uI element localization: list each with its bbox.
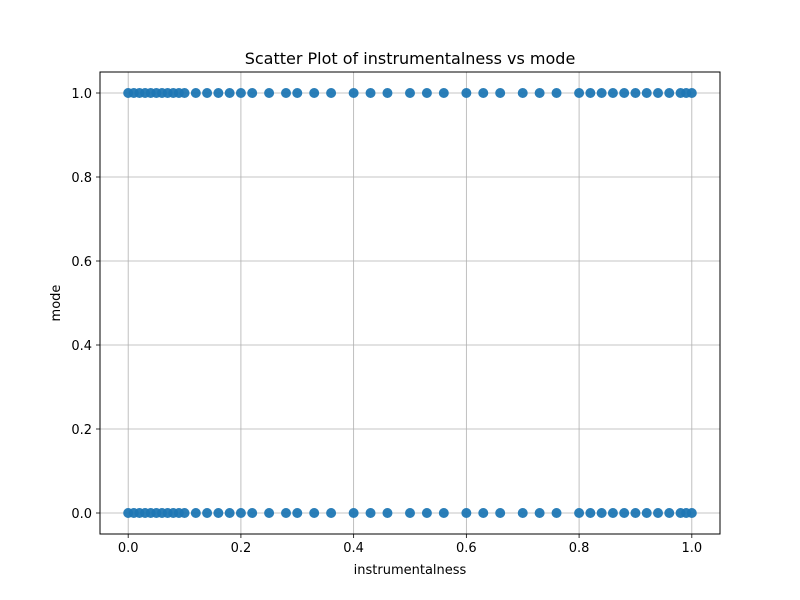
data-point bbox=[664, 88, 675, 98]
data-point bbox=[179, 88, 190, 98]
y-tick-label: 0.8 bbox=[71, 171, 92, 186]
data-point bbox=[190, 88, 201, 98]
data-point bbox=[596, 508, 607, 518]
data-point bbox=[382, 508, 393, 518]
data-point bbox=[664, 508, 675, 518]
data-point bbox=[264, 88, 275, 98]
data-point bbox=[309, 508, 320, 518]
data-point bbox=[235, 508, 246, 518]
x-tick-label: 1.0 bbox=[681, 541, 702, 556]
data-point bbox=[202, 88, 213, 98]
data-point bbox=[247, 508, 258, 518]
y-tick-label: 1.0 bbox=[71, 87, 92, 102]
data-point bbox=[619, 508, 630, 518]
x-tick-label: 0.0 bbox=[118, 541, 139, 556]
data-point bbox=[574, 508, 585, 518]
data-point bbox=[348, 508, 359, 518]
y-tick-label: 0.4 bbox=[71, 339, 92, 354]
y-tick-label: 0.6 bbox=[71, 255, 92, 270]
data-point bbox=[281, 508, 291, 518]
data-points bbox=[123, 88, 697, 518]
data-point bbox=[224, 508, 235, 518]
y-tick-label: 0.2 bbox=[71, 423, 92, 438]
data-point bbox=[179, 508, 190, 518]
data-point bbox=[365, 508, 376, 518]
data-point bbox=[478, 88, 489, 98]
data-point bbox=[292, 508, 303, 518]
data-point bbox=[686, 508, 697, 518]
data-point bbox=[574, 88, 585, 98]
x-tick-label: 0.4 bbox=[343, 541, 364, 556]
data-point bbox=[326, 508, 337, 518]
data-point bbox=[224, 88, 235, 98]
data-point bbox=[551, 88, 562, 98]
data-point bbox=[461, 508, 472, 518]
data-point bbox=[421, 88, 432, 98]
data-point bbox=[309, 88, 320, 98]
x-axis-label: instrumentalness bbox=[354, 563, 467, 578]
data-point bbox=[478, 508, 489, 518]
data-point bbox=[534, 88, 545, 98]
data-point bbox=[326, 88, 337, 98]
data-point bbox=[190, 508, 201, 518]
data-point bbox=[421, 508, 432, 518]
data-point bbox=[653, 88, 663, 98]
data-point bbox=[551, 508, 562, 518]
data-point bbox=[495, 508, 506, 518]
data-point bbox=[292, 88, 303, 98]
data-point bbox=[235, 88, 246, 98]
y-axis-label: mode bbox=[49, 285, 64, 322]
data-point bbox=[405, 508, 415, 518]
plot-area-frame bbox=[99, 71, 721, 535]
data-point bbox=[461, 88, 472, 98]
data-point bbox=[382, 88, 393, 98]
data-point bbox=[365, 88, 376, 98]
data-point bbox=[619, 88, 630, 98]
chart-title: Scatter Plot of instrumentalness vs mode bbox=[245, 49, 576, 68]
data-point bbox=[438, 508, 449, 518]
data-point bbox=[247, 88, 258, 98]
data-point bbox=[630, 88, 641, 98]
data-point bbox=[653, 508, 663, 518]
data-point bbox=[264, 508, 275, 518]
x-tick-label: 0.6 bbox=[456, 541, 477, 556]
data-point bbox=[585, 508, 596, 518]
data-point bbox=[686, 88, 697, 98]
data-point bbox=[517, 88, 528, 98]
grid-lines bbox=[100, 72, 720, 534]
data-point bbox=[534, 508, 545, 518]
axis-ticks: 0.0 0.2 0.4 0.6 0.8 1.0 0.0 0.2 0.4 0.6 0.8 1.0 bbox=[71, 87, 702, 556]
data-point bbox=[348, 88, 359, 98]
data-point bbox=[495, 88, 506, 98]
x-tick-label: 0.8 bbox=[569, 541, 590, 556]
data-point bbox=[517, 508, 528, 518]
data-point bbox=[585, 88, 596, 98]
data-point bbox=[438, 88, 449, 98]
data-point bbox=[596, 88, 607, 98]
data-point bbox=[281, 88, 291, 98]
data-point bbox=[213, 88, 224, 98]
data-point bbox=[630, 508, 641, 518]
data-point bbox=[641, 508, 652, 518]
data-point bbox=[641, 88, 652, 98]
data-point bbox=[213, 508, 224, 518]
data-point bbox=[202, 508, 213, 518]
data-point bbox=[607, 508, 618, 518]
x-tick-label: 0.2 bbox=[231, 541, 252, 556]
data-point bbox=[607, 88, 618, 98]
y-tick-label: 0.0 bbox=[71, 507, 92, 522]
data-point bbox=[405, 88, 415, 98]
